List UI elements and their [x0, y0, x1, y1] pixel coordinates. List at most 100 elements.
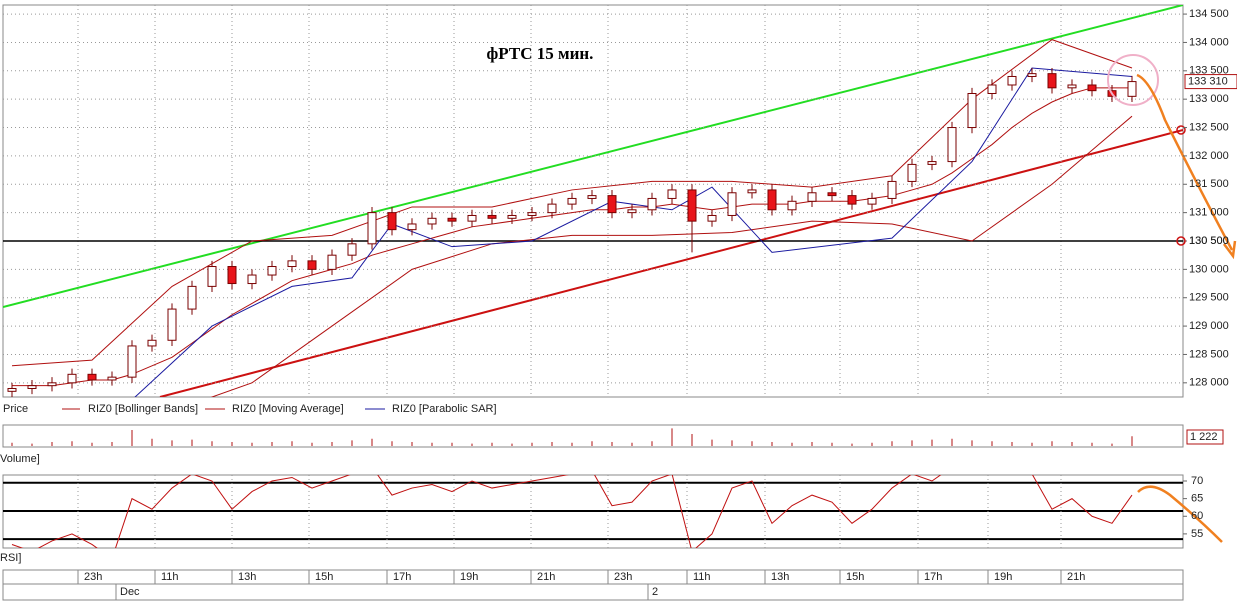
price-panel [2, 4, 1184, 398]
candle-body [1027, 73, 1037, 77]
candle-body [787, 200, 797, 211]
legend-label: RIZ0 [Parabolic SAR] [392, 403, 497, 415]
candle-body [887, 180, 897, 199]
candle-body [447, 217, 457, 222]
candle-body [167, 308, 177, 341]
candle-body [967, 92, 977, 129]
level-label: 130 500 [1189, 235, 1229, 247]
candle-body [307, 260, 317, 270]
candle-body [947, 127, 957, 163]
candle-body [847, 195, 857, 205]
rsi-tick-label: 65 [1191, 493, 1203, 505]
y-tick-label: 133 000 [1189, 93, 1229, 105]
candle-body [687, 189, 697, 222]
highlight-circle [1107, 54, 1159, 106]
candle-body [767, 189, 777, 211]
candle-body [7, 387, 17, 392]
last-price-box [1184, 74, 1237, 90]
y-tick-label: 128 500 [1189, 348, 1229, 360]
y-tick-label: 132 500 [1189, 121, 1229, 133]
candle-body [827, 192, 837, 197]
price-plot [3, 5, 1183, 397]
candle-body [567, 197, 577, 205]
time-label: 11h [161, 571, 179, 583]
y-tick-label: 130 500 [1189, 235, 1229, 247]
candle-body [107, 376, 117, 381]
rsi-tick-label: 60 [1191, 510, 1203, 522]
candle-body [807, 192, 817, 202]
time-label: 23h [84, 571, 102, 583]
y-tick-label: 133 500 [1189, 65, 1229, 77]
rsi-tick-label: 70 [1191, 475, 1203, 487]
legend-price: Price [3, 403, 28, 415]
candle-body [147, 339, 157, 347]
candle-body [287, 260, 297, 268]
candle-body [707, 214, 717, 222]
trend-line-lower [159, 129, 1183, 397]
day-label: 2 [652, 586, 658, 598]
candle-body [1007, 75, 1017, 86]
candle-body [27, 385, 37, 389]
candle-body [607, 195, 617, 214]
candle-body [927, 161, 937, 165]
y-tick-label: 131 000 [1189, 207, 1229, 219]
candle-body [547, 203, 557, 214]
bollinger-lower [210, 115, 1133, 397]
time-label: 19h [994, 571, 1012, 583]
candle-body [467, 214, 477, 222]
candle-body [127, 345, 137, 378]
volume-label: Volume] [0, 453, 40, 465]
candle-body [627, 209, 637, 214]
legend-label: RIZ0 [Bollinger Bands] [88, 403, 198, 415]
candle-body [1067, 84, 1077, 89]
candle-body [487, 214, 497, 219]
legend-label: RIZ0 [Moving Average] [232, 403, 344, 415]
rsi-forecast-arrow [1137, 485, 1223, 543]
time-label: 15h [315, 571, 333, 583]
volume-panel [2, 424, 1184, 448]
candle-body [407, 223, 417, 231]
rsi-plot [3, 475, 1183, 548]
y-tick-label: 134 500 [1189, 8, 1229, 20]
y-tick-label: 129 000 [1189, 320, 1229, 332]
time-label: 13h [238, 571, 256, 583]
candle-body [267, 266, 277, 276]
forecast-arrow-head [1223, 240, 1237, 260]
candle-body [907, 163, 917, 182]
candle-body [727, 192, 737, 216]
rsi-label: RSI] [0, 552, 21, 564]
candle-body [247, 274, 257, 285]
time-label: 21h [1067, 571, 1085, 583]
chart-title: фРТС 15 мин. [487, 44, 594, 63]
candle-body [747, 189, 757, 194]
candle-body [67, 373, 77, 384]
y-tick-label: 128 000 [1189, 377, 1229, 389]
candle-body [347, 243, 357, 256]
candle-body [667, 189, 677, 199]
candle-body [367, 212, 377, 245]
time-label: 21h [537, 571, 555, 583]
bollinger-upper [11, 39, 1133, 367]
candle-body [47, 382, 57, 387]
candle-body [87, 373, 97, 381]
volume-last-box [1186, 429, 1224, 445]
y-tick-label: 134 000 [1189, 36, 1229, 48]
candle-body [387, 212, 397, 231]
time-label: 23h [614, 571, 632, 583]
candle-body [427, 217, 437, 225]
candle-body [507, 214, 517, 219]
time-label: 17h [924, 571, 942, 583]
candle-body [1047, 73, 1057, 89]
candle-body [187, 285, 197, 310]
time-label: 13h [771, 571, 789, 583]
y-tick-label: 132 000 [1189, 150, 1229, 162]
last-price-label: 133 310 [1188, 75, 1228, 87]
candle-body [867, 197, 877, 205]
candle-body [587, 195, 597, 199]
time-label: 17h [393, 571, 411, 583]
trend-line-upper [3, 5, 1183, 308]
rsi-line [11, 475, 1133, 548]
candle-body [207, 266, 217, 287]
